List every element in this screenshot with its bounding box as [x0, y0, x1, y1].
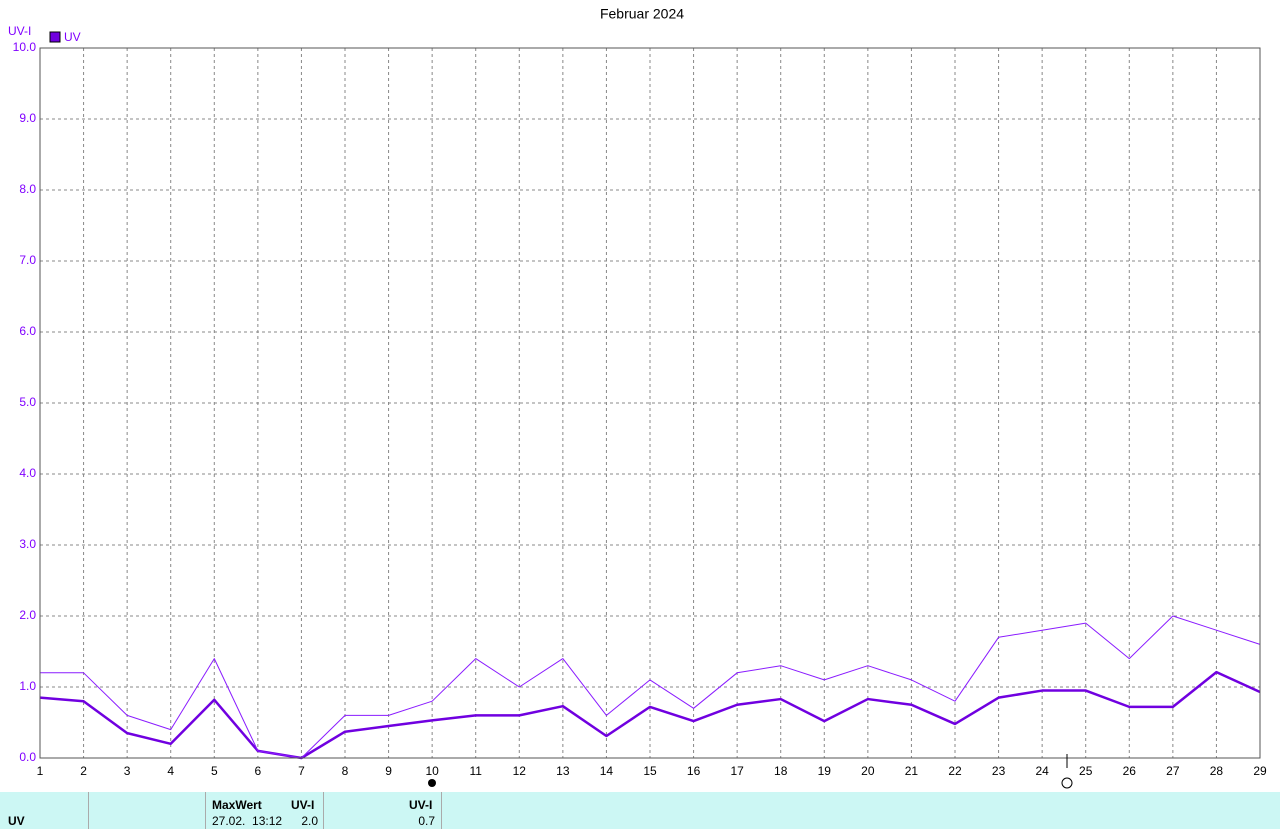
- y-tick-label: 3.0: [19, 537, 36, 551]
- x-tick-label: 25: [1079, 764, 1093, 778]
- x-tick-label: 24: [1035, 764, 1049, 778]
- legend-label: UV: [64, 30, 81, 44]
- x-tick-label: 12: [513, 764, 527, 778]
- x-tick-label: 2: [80, 764, 87, 778]
- y-axis-label: UV-I: [8, 24, 31, 38]
- chart: Februar 2024 UV-I 0.0 1.0 2.0 3.0 4.0 5.0 6.0 7…: [8, 6, 1267, 789]
- x-tick-label: 21: [905, 764, 919, 778]
- x-tick-label: 17: [730, 764, 744, 778]
- divider: [88, 792, 89, 829]
- x-tick-label: 6: [255, 764, 262, 778]
- divider: [441, 792, 442, 829]
- x-tick-label: 3: [124, 764, 131, 778]
- x-tick-label: 7: [298, 764, 305, 778]
- x-tick-label: 27: [1166, 764, 1180, 778]
- y-tick-label: 6.0: [19, 324, 36, 338]
- summary-table: UV MaxWert UV-I UV-I 27.02. 13:12 2.0 0.…: [0, 792, 1280, 829]
- y-tick-label: 4.0: [19, 466, 36, 480]
- header: UV-I: [409, 798, 433, 812]
- header: MaxWert: [212, 798, 262, 812]
- legend-swatch: [49, 31, 61, 43]
- x-tick-label: 4: [167, 764, 174, 778]
- plot: [39, 47, 1261, 760]
- cell: 27.02. 13:12: [212, 814, 283, 828]
- x-tick-label: 19: [818, 764, 832, 778]
- x-tick-label: 28: [1210, 764, 1224, 778]
- header: UV-I: [291, 798, 315, 812]
- x-tick-label: 18: [774, 764, 788, 778]
- y-tick-label: 9.0: [19, 111, 36, 125]
- y-tick-label: 5.0: [19, 395, 36, 409]
- x-tick-label: 5: [211, 764, 218, 778]
- chart-title: Februar 2024: [600, 6, 684, 22]
- x-tick-label: 1: [37, 764, 44, 778]
- plot-border: [39, 47, 1261, 759]
- series-line: [39, 670, 1261, 760]
- x-tick-label: 13: [556, 764, 570, 778]
- new-moon-icon: [428, 779, 436, 787]
- y-tick-label: 7.0: [19, 253, 36, 267]
- full-moon-icon: [1061, 777, 1073, 789]
- x-tick-label: 11: [469, 764, 482, 778]
- row-label: UV: [8, 814, 25, 828]
- cell: 2.0: [301, 814, 318, 828]
- series-line: [40, 615, 1261, 759]
- x-tick-label: 9: [385, 764, 392, 778]
- x-tick-label: 15: [643, 764, 657, 778]
- x-tick-label: 16: [687, 764, 701, 778]
- y-tick-label: 1.0: [19, 679, 36, 693]
- divider: [323, 792, 324, 829]
- x-tick-label: 22: [948, 764, 962, 778]
- y-tick-label: 10.0: [13, 40, 37, 54]
- x-tick-label: 10: [425, 764, 439, 778]
- x-tick-label: 8: [342, 764, 349, 778]
- x-tick-label: 23: [992, 764, 1006, 778]
- y-tick-label: 0.0: [19, 750, 36, 764]
- divider: [205, 792, 206, 829]
- x-tick-label: 29: [1253, 764, 1267, 778]
- x-tick-label: 26: [1123, 764, 1137, 778]
- x-tick-label: 20: [861, 764, 875, 778]
- cell: 0.7: [418, 814, 435, 828]
- y-tick-label: 2.0: [19, 608, 36, 622]
- y-tick-label: 8.0: [19, 182, 36, 196]
- x-tick-label: 14: [600, 764, 614, 778]
